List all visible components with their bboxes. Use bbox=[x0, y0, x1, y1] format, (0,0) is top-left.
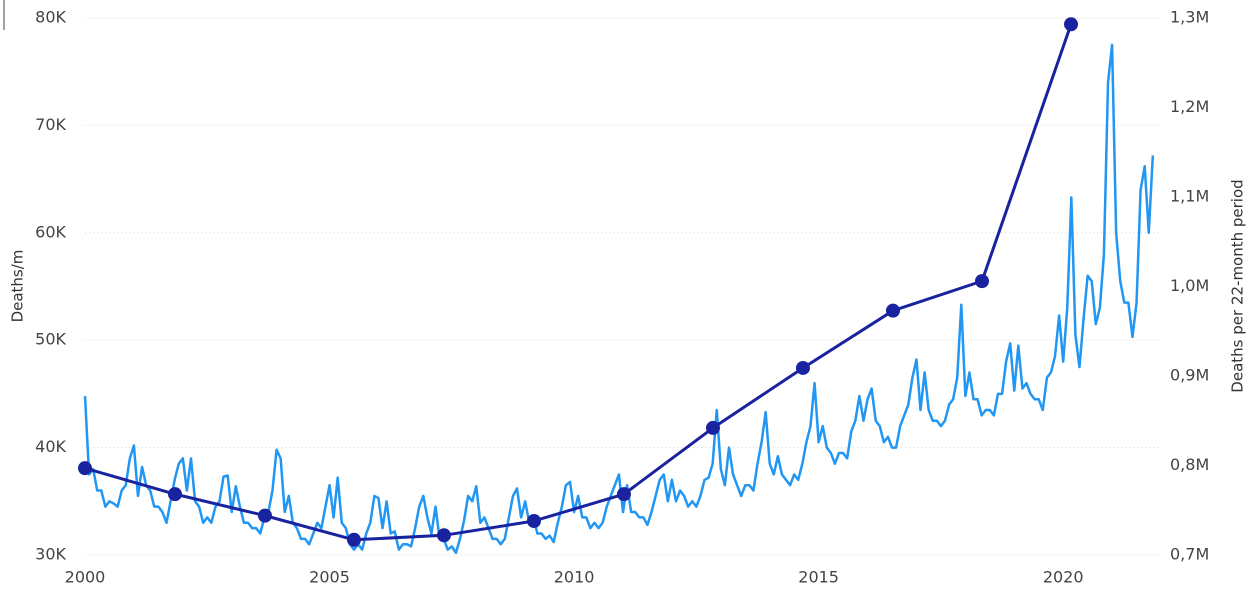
series-marker bbox=[1064, 17, 1079, 32]
y2-tick-label: 0,7M bbox=[1170, 545, 1209, 564]
y-tick-label: 40K bbox=[35, 437, 66, 456]
x-tick-label: 2010 bbox=[554, 568, 595, 587]
x-tick-label: 2000 bbox=[65, 568, 106, 587]
y-tick-label: 60K bbox=[35, 222, 66, 241]
y-tick-label: 70K bbox=[35, 115, 66, 134]
series-line bbox=[84, 23, 1073, 542]
y2-tick-label: 1,3M bbox=[1170, 8, 1209, 27]
y2-tick-label: 1,0M bbox=[1170, 276, 1209, 295]
y2-tick-label: 1,1M bbox=[1170, 187, 1209, 206]
series-marker bbox=[616, 487, 631, 502]
series-marker bbox=[436, 528, 451, 543]
y-tick-label: 30K bbox=[35, 545, 66, 564]
series-marker bbox=[885, 303, 900, 318]
series-marker bbox=[526, 513, 541, 528]
series-marker bbox=[167, 487, 182, 502]
y-tick-label: 80K bbox=[35, 8, 66, 27]
series-marker bbox=[974, 274, 989, 289]
series-marker bbox=[705, 420, 720, 435]
y2-tick-label: 0,9M bbox=[1170, 366, 1209, 385]
y-axis-title: Deaths/m bbox=[9, 250, 27, 323]
series-marker bbox=[347, 532, 361, 547]
series-line bbox=[83, 43, 1155, 555]
series-marker bbox=[78, 461, 92, 476]
y2-axis-title: Deaths per 22-month period bbox=[1229, 179, 1247, 392]
y2-tick-label: 1,2M bbox=[1170, 97, 1209, 116]
series-marker bbox=[257, 508, 272, 523]
series-marker bbox=[795, 360, 810, 375]
x-tick-label: 2005 bbox=[309, 568, 350, 587]
y2-tick-label: 0,8M bbox=[1170, 455, 1209, 474]
x-tick-label: 2020 bbox=[1043, 568, 1084, 587]
y-tick-label: 50K bbox=[35, 330, 66, 349]
x-tick-label: 2015 bbox=[798, 568, 839, 587]
